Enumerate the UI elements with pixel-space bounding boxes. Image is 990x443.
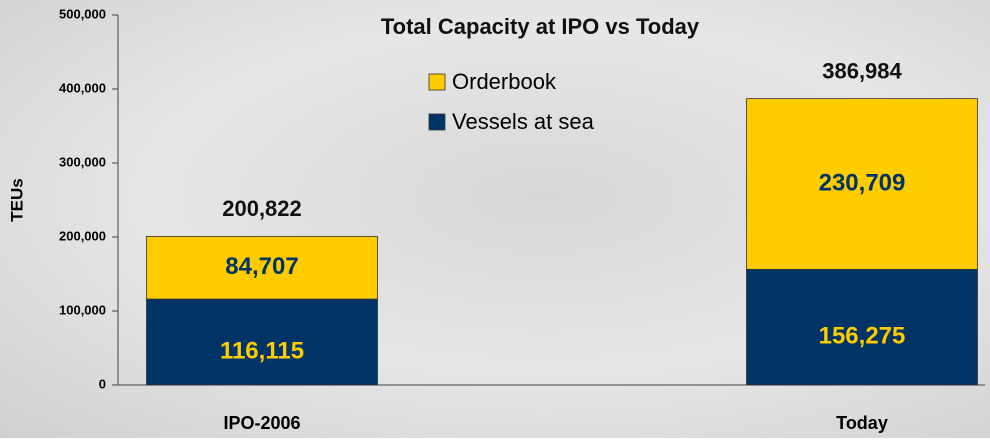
x-tick-label: Today: [836, 413, 888, 433]
value-label: 84,707: [225, 253, 298, 280]
y-tick-label: 0: [99, 376, 106, 391]
value-label: 116,115: [220, 337, 304, 364]
bar-segment: [146, 298, 378, 386]
y-tick-label: 500,000: [59, 6, 106, 21]
chart-title: Total Capacity at IPO vs Today: [381, 14, 700, 39]
legend-label: Orderbook: [452, 69, 557, 94]
legend-label: Vessels at sea: [452, 109, 595, 134]
bar-segment: [146, 235, 378, 300]
y-axis-title: TEUs: [7, 178, 26, 221]
legend-swatch: [428, 113, 446, 131]
x-tick-label: IPO-2006: [223, 413, 300, 433]
y-tick-label: 200,000: [59, 228, 106, 243]
y-tick-label: 100,000: [59, 302, 106, 317]
total-label: 386,984: [822, 58, 902, 83]
value-label: 156,275: [819, 323, 906, 350]
y-tick-label: 300,000: [59, 154, 106, 169]
bar-segment: [746, 98, 978, 270]
value-label: 230,709: [819, 169, 906, 196]
legend-swatch: [428, 73, 446, 91]
y-tick-label: 400,000: [59, 80, 106, 95]
total-label: 200,822: [222, 196, 302, 221]
bar-segment: [746, 268, 978, 386]
